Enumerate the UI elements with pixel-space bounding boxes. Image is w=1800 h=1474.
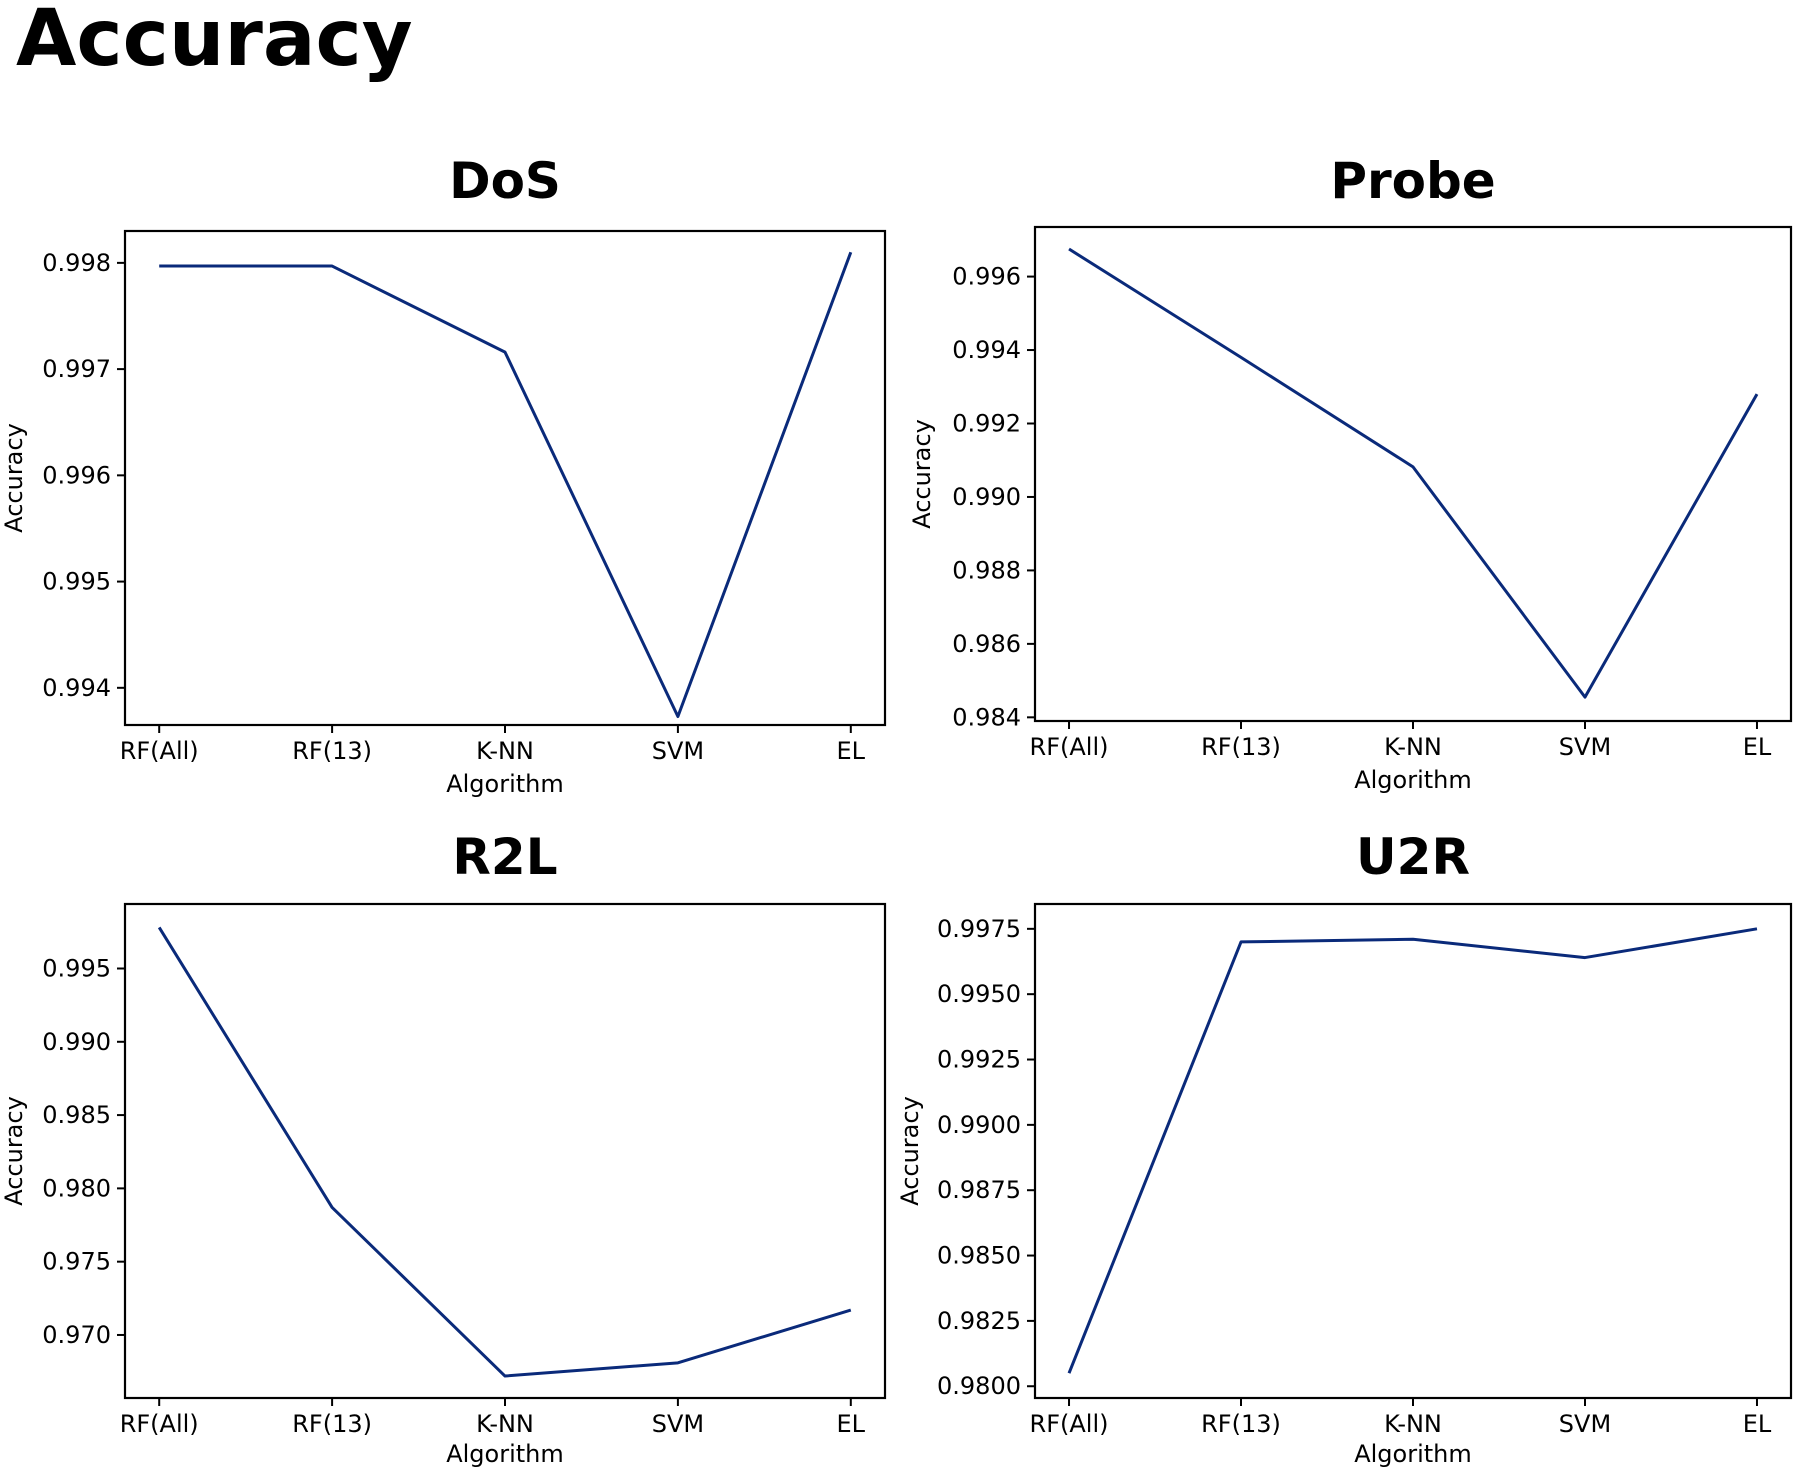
chart-r2l: R2L 0.970 0.975 0.980 0.985 0.990 0.995 RF(All)…: [0, 828, 887, 1468]
chart-probe: Probe 0.984 0.986 0.988 0.990 0.992 0.994 0.996…: [908, 152, 1793, 794]
chart-probe-xtick-label: EL: [1743, 733, 1772, 761]
chart-probe-ylabel: Accuracy: [908, 419, 936, 529]
chart-probe-ytick-label: 0.994: [952, 336, 1021, 364]
chart-r2l-ytick-label: 0.975: [42, 1248, 111, 1276]
chart-probe-xlabel: Algorithm: [1354, 766, 1472, 794]
chart-r2l-ytick-label: 0.980: [42, 1174, 111, 1202]
chart-u2r-plot-frame: [1033, 902, 1793, 1400]
chart-dos-xlabel: Algorithm: [446, 770, 564, 798]
chart-r2l-ytick-label: 0.985: [42, 1101, 111, 1129]
chart-r2l-title: R2L: [452, 828, 557, 886]
chart-u2r-ytick-label: 0.9925: [937, 1046, 1021, 1074]
chart-r2l-ylabel: Accuracy: [0, 1096, 28, 1206]
chart-r2l-xtick-label: K-NN: [476, 1410, 534, 1438]
chart-r2l-ytick-label: 0.990: [42, 1028, 111, 1056]
chart-dos-ylabel: Accuracy: [0, 423, 28, 533]
chart-u2r-xtick-label: SVM: [1559, 1410, 1611, 1438]
chart-u2r-ytick-label: 0.9950: [937, 980, 1021, 1008]
chart-probe-xtick-label: RF(All): [1030, 733, 1109, 761]
chart-u2r-title: U2R: [1356, 828, 1470, 886]
chart-u2r-ytick-label: 0.9850: [937, 1242, 1021, 1270]
chart-dos-title: DoS: [449, 152, 561, 210]
chart-u2r-xtick-label: EL: [1743, 1410, 1772, 1438]
chart-dos-series-line: [159, 251, 853, 719]
chart-u2r-ytick-label: 0.9875: [937, 1176, 1021, 1204]
chart-probe-xtick-label: RF(13): [1201, 733, 1281, 761]
chart-u2r-xtick-label: K-NN: [1384, 1410, 1442, 1438]
chart-r2l-xtick-label: SVM: [652, 1410, 704, 1438]
chart-dos-xtick-label: SVM: [652, 737, 704, 765]
chart-r2l-ytick-label: 0.995: [42, 954, 111, 982]
chart-r2l-series-line: [157, 926, 852, 1378]
chart-dos-ytick-label: 0.998: [42, 249, 111, 277]
chart-dos-xtick-label: K-NN: [476, 737, 534, 765]
chart-probe-xtick-label: SVM: [1559, 733, 1611, 761]
chart-probe-ytick-label: 0.990: [952, 483, 1021, 511]
chart-u2r-ytick-label: 0.9800: [937, 1372, 1021, 1400]
chart-probe-title: Probe: [1330, 152, 1495, 210]
chart-probe-ytick-label: 0.988: [952, 556, 1021, 584]
chart-u2r-ytick-label: 0.9825: [937, 1307, 1021, 1335]
chart-probe-ytick-label: 0.992: [952, 409, 1021, 437]
chart-dos-xtick-label: RF(13): [292, 737, 372, 765]
chart-u2r-xtick-label: RF(13): [1201, 1410, 1281, 1438]
chart-r2l-ytick-label: 0.970: [42, 1321, 111, 1349]
chart-u2r-ylabel: Accuracy: [896, 1096, 924, 1206]
chart-u2r-ytick-label: 0.9900: [937, 1111, 1021, 1139]
chart-u2r-series-line: [1067, 927, 1758, 1374]
chart-r2l-xtick-label: RF(All): [120, 1410, 199, 1438]
chart-probe-series-line: [1068, 247, 1759, 699]
chart-dos-ytick-label: 0.997: [42, 355, 111, 383]
chart-probe-ytick-label: 0.984: [952, 703, 1021, 731]
chart-dos: DoS 0.994 0.995 0.996 0.997 0.998 RF(All) RF(13…: [0, 152, 887, 798]
chart-dos-xtick-label: EL: [837, 737, 866, 765]
chart-probe-ytick-label: 0.986: [952, 630, 1021, 658]
chart-u2r-xlabel: Algorithm: [1354, 1440, 1472, 1468]
chart-dos-ytick-label: 0.994: [42, 674, 111, 702]
chart-dos-xtick-label: RF(All): [120, 737, 199, 765]
chart-probe-ytick-label: 0.996: [952, 263, 1021, 291]
chart-u2r-xtick-label: RF(All): [1030, 1410, 1109, 1438]
chart-r2l-xtick-label: RF(13): [292, 1410, 372, 1438]
chart-dos-ytick-label: 0.996: [42, 461, 111, 489]
chart-dos-ytick-label: 0.995: [42, 568, 111, 596]
chart-u2r-ytick-label: 0.9975: [937, 915, 1021, 943]
chart-probe-xtick-label: K-NN: [1384, 733, 1442, 761]
chart-r2l-xlabel: Algorithm: [446, 1440, 564, 1468]
chart-r2l-xtick-label: EL: [837, 1410, 866, 1438]
figure-title: Accuracy: [16, 0, 413, 84]
